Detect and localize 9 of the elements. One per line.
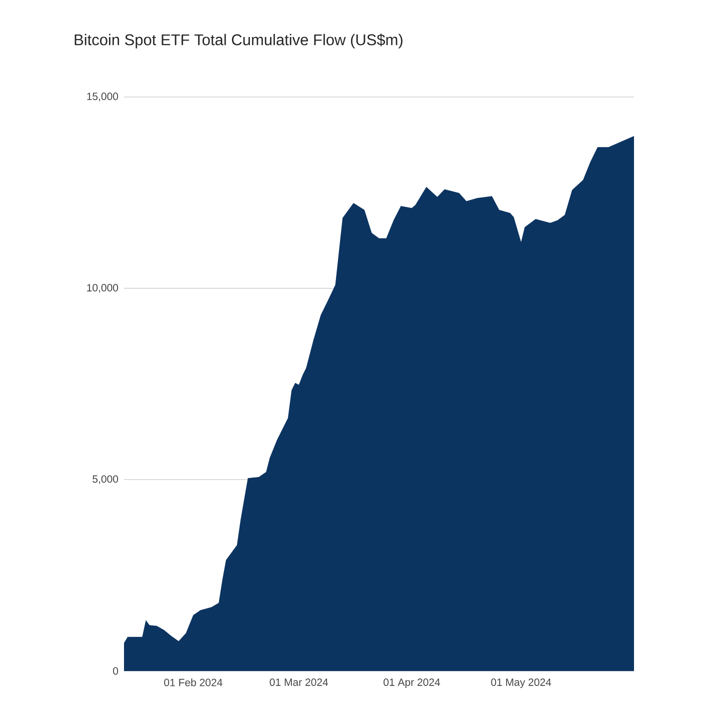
x-tick-label: 01 Apr 2024 [384, 678, 440, 688]
x-tick-label: 01 Mar 2024 [270, 678, 328, 686]
x-tick-label: 01 May 2024 [491, 678, 552, 688]
x-tick-label: 01 Feb 2024 [164, 678, 222, 686]
y-tick-label: 0 [113, 667, 118, 675]
y-tick-label: 15,000 [87, 92, 118, 102]
y-tick-label: 10,000 [87, 284, 118, 293]
chart-title: Bitcoin Spot ETF Total Cumulative Flow (US$m) [74, 34, 402, 48]
y-tick-label: 5,000 [92, 475, 118, 484]
